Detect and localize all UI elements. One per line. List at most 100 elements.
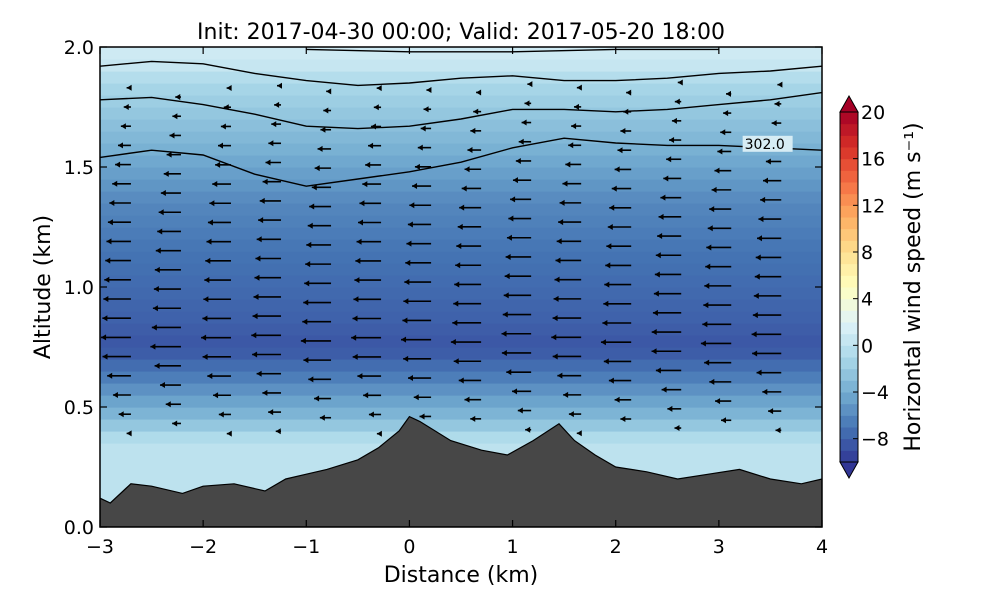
wind-vector <box>370 123 382 130</box>
wind-vector <box>752 312 782 319</box>
x-axis-label: Distance (km) <box>384 563 539 588</box>
wind-vector <box>609 204 632 211</box>
wind-vector <box>703 302 732 309</box>
x-tick-label: 0 <box>403 536 415 558</box>
wind-vector <box>568 142 582 149</box>
wind-vector <box>501 330 532 337</box>
wind-vector <box>600 339 632 346</box>
wind-vector <box>555 257 582 264</box>
wind-vector <box>154 362 181 369</box>
contour-labels: 302.0 <box>742 135 793 153</box>
wind-vector <box>409 202 432 209</box>
colorbar-tick-label: 0 <box>861 335 873 357</box>
wind-vector <box>209 200 231 207</box>
wind-vector <box>711 186 732 193</box>
wind-vector <box>512 177 532 184</box>
wind-speed-band <box>100 311 822 324</box>
wind-vector <box>775 427 782 434</box>
wind-vector <box>554 276 582 283</box>
wind-vector <box>765 158 782 165</box>
wind-vector <box>404 279 432 286</box>
wind-vector <box>470 127 482 134</box>
y-tick-label: 1.0 <box>64 277 94 299</box>
wind-vector <box>202 353 231 360</box>
wind-vector <box>401 336 432 343</box>
wind-vector <box>153 286 181 293</box>
wind-vector <box>502 311 532 318</box>
wind-vector <box>354 277 382 284</box>
isentrope-line <box>100 137 822 187</box>
colorbar-tick-label: 4 <box>861 289 873 311</box>
colorbar-segment <box>840 333 858 346</box>
wind-speed-band <box>100 419 822 432</box>
wind-speed-band <box>100 431 822 444</box>
wind-vector <box>151 324 181 331</box>
y-tick-label: 0.0 <box>64 517 94 539</box>
terrain <box>100 415 822 527</box>
wind-vector <box>470 415 482 422</box>
wind-vector <box>326 88 332 95</box>
wind-vector <box>607 224 632 230</box>
wind-vector <box>715 398 732 405</box>
wind-vector <box>104 276 131 283</box>
colorbar: −8 −4 0 4 8 12 16 20 <box>839 94 889 480</box>
wind-vector <box>756 369 782 376</box>
wind-vector <box>706 244 732 251</box>
wind-speed-band <box>100 59 822 72</box>
wind-vector <box>300 337 332 344</box>
wind-vector <box>314 395 332 402</box>
wind-vector <box>305 261 332 268</box>
x-tick-label: −2 <box>189 536 217 558</box>
contour-label-bg <box>742 135 793 152</box>
wind-vector <box>705 263 732 270</box>
wind-vector <box>402 317 432 324</box>
wind-vector <box>357 373 382 380</box>
wind-vector <box>352 353 382 360</box>
wind-vector <box>552 353 582 360</box>
wind-vector <box>358 219 382 226</box>
wind-vector <box>503 292 532 299</box>
wind-vector <box>704 282 732 289</box>
wind-vector <box>755 254 782 261</box>
wind-vector <box>120 123 131 130</box>
wind-vector <box>103 296 131 302</box>
wind-vector <box>557 372 582 379</box>
wind-vector <box>508 215 532 222</box>
wind-vector <box>453 358 482 365</box>
wind-vector <box>518 138 532 145</box>
wind-vector <box>207 373 231 380</box>
wind-vector <box>426 87 432 94</box>
wind-vector <box>262 178 282 185</box>
wind-vector <box>362 181 382 188</box>
wind-speed-band <box>100 131 822 144</box>
wind-vector <box>707 225 732 232</box>
colorbar-segment <box>840 123 858 136</box>
wind-speed-band <box>100 143 822 156</box>
wind-vector <box>576 430 582 437</box>
colorbar-segment <box>840 427 858 440</box>
wind-vector <box>658 213 682 220</box>
wind-vector <box>753 292 782 299</box>
colorbar-segment <box>840 217 858 230</box>
isentrope-line <box>100 60 822 87</box>
wind-vector <box>459 204 482 211</box>
wind-vector <box>720 129 732 136</box>
wind-vector <box>253 293 282 300</box>
wind-vector <box>568 411 582 418</box>
colorbar-segment <box>840 438 858 451</box>
wind-vector <box>405 259 432 266</box>
colorbar-segment <box>840 310 858 323</box>
wind-vector <box>307 222 332 229</box>
wind-vector <box>768 408 782 415</box>
wind-vector <box>452 319 482 326</box>
wind-vector <box>723 110 732 117</box>
colorbar-segment <box>840 182 858 195</box>
wind-vector <box>152 305 181 312</box>
colorbar-segment <box>840 205 858 218</box>
wind-vector <box>304 280 332 287</box>
wind-vector <box>556 238 582 245</box>
wind-vector <box>376 430 382 437</box>
wind-vector <box>352 315 382 322</box>
wind-vectors <box>101 79 783 437</box>
